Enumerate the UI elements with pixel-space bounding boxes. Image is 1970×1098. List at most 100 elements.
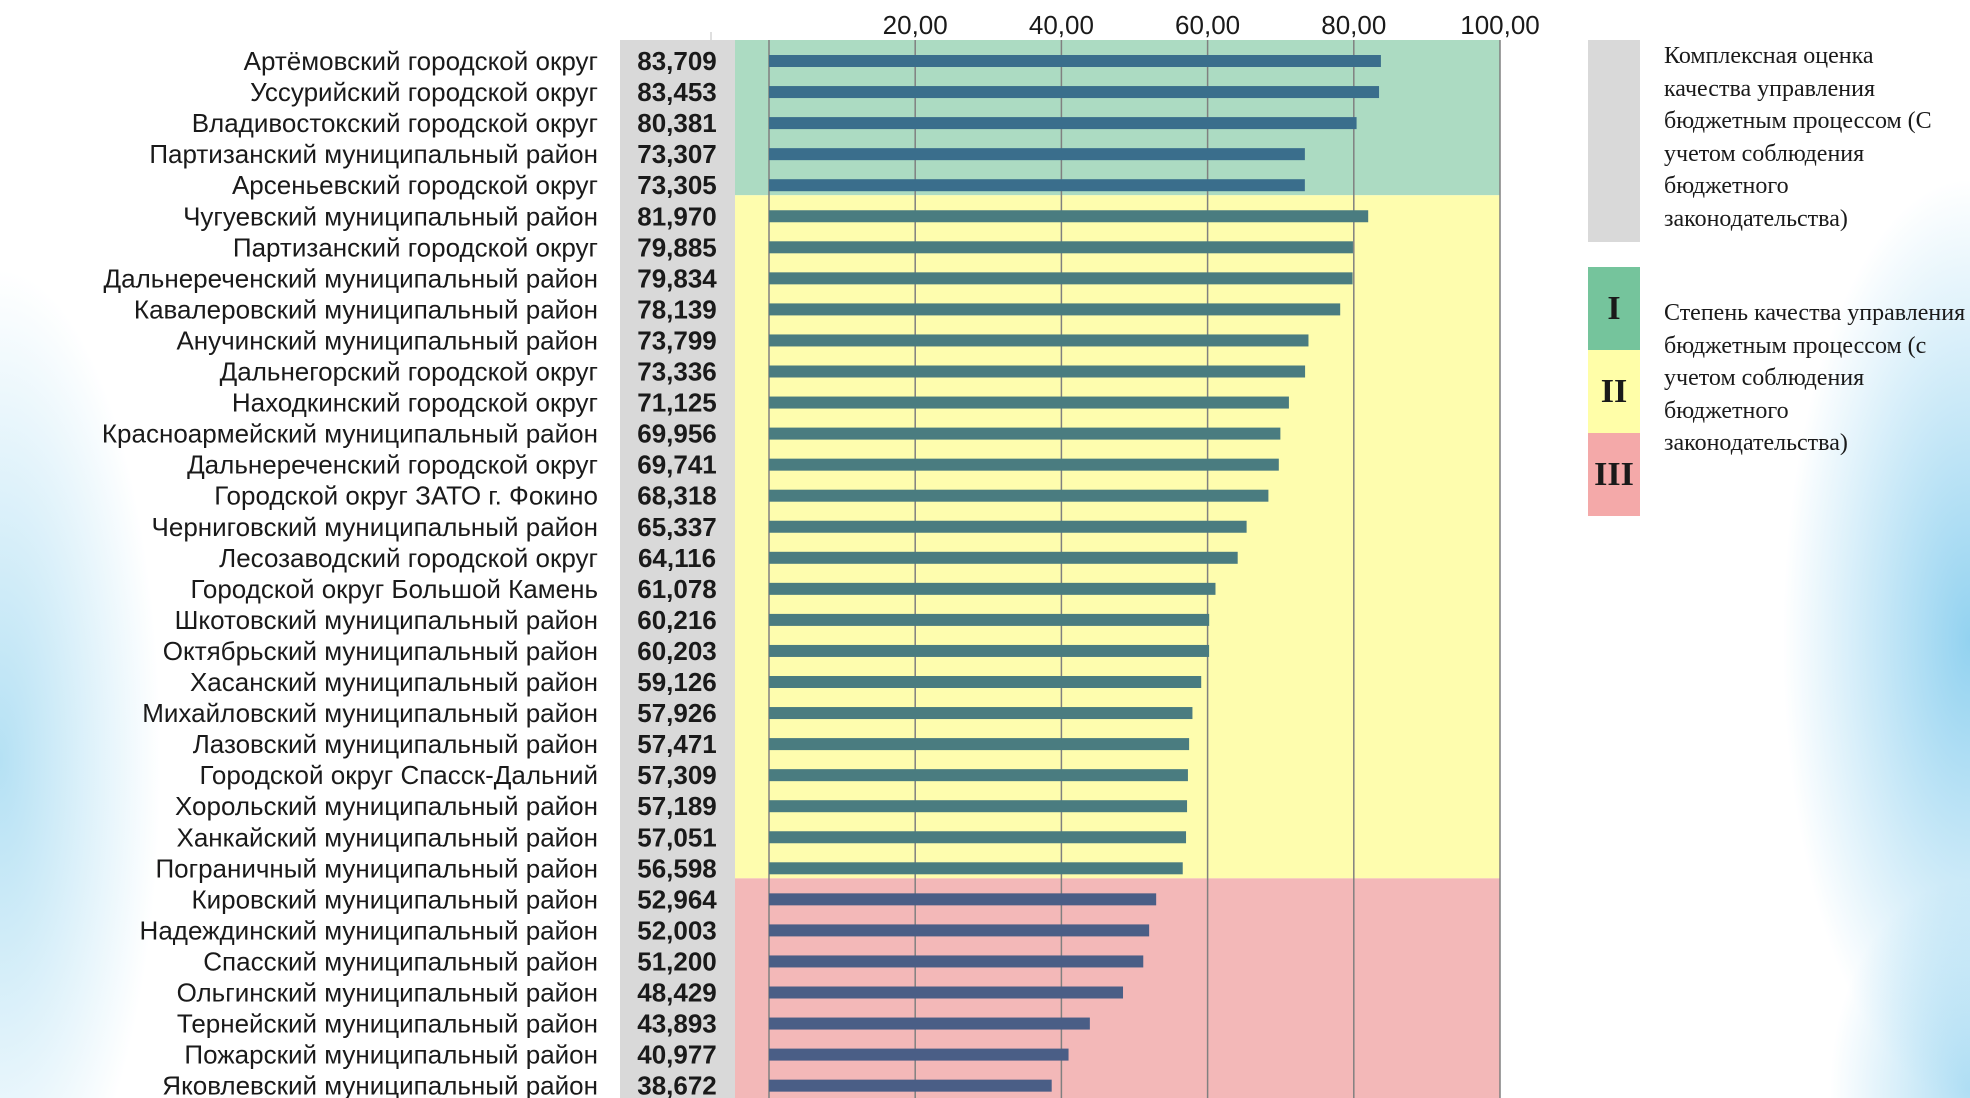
value-label: 43,893 — [637, 1009, 717, 1039]
bar — [769, 551, 1238, 564]
legend-zone-III-label: III — [1594, 455, 1634, 493]
value-label: 69,956 — [637, 419, 717, 449]
category-label: Находкинский городской округ — [232, 388, 598, 418]
category-label: Владивостокский городской округ — [192, 108, 598, 138]
value-label: 60,216 — [637, 605, 717, 635]
value-label: 56,598 — [637, 853, 717, 883]
category-label: Михайловский муниципальный район — [142, 698, 598, 728]
bar — [769, 955, 1144, 968]
category-label: Анучинский муниципальный район — [176, 325, 598, 355]
bar — [769, 738, 1190, 751]
category-label: Хасанский муниципальный район — [190, 667, 598, 697]
bar — [769, 862, 1183, 875]
value-label: 65,337 — [637, 512, 717, 542]
category-label: Кировский муниципальный район — [191, 884, 598, 914]
bar — [769, 179, 1305, 192]
category-label: Пожарский муниципальный район — [184, 1040, 598, 1070]
bar — [769, 427, 1281, 440]
value-label: 69,741 — [637, 450, 717, 480]
legend-zone-II-label: II — [1600, 372, 1628, 410]
category-label: Кавалеровский муниципальный район — [134, 294, 598, 324]
value-label: 61,078 — [637, 574, 717, 604]
value-label: 71,125 — [637, 388, 717, 418]
bar — [769, 1048, 1069, 1061]
bar — [769, 676, 1202, 688]
legend-zone-III: III — [1588, 433, 1640, 516]
value-label: 38,672 — [637, 1071, 717, 1098]
value-label: 79,834 — [637, 263, 717, 293]
value-label: 73,305 — [637, 170, 717, 200]
bar — [769, 241, 1353, 254]
value-label: 51,200 — [637, 946, 717, 976]
value-label: 73,307 — [637, 139, 717, 169]
bar — [769, 210, 1369, 223]
x-tick-label: 80,00 — [1321, 10, 1386, 40]
category-label: Уссурийский городской округ — [250, 77, 598, 107]
bar — [769, 148, 1305, 161]
bar — [769, 272, 1353, 285]
bar — [769, 1017, 1090, 1030]
category-label: Красноармейский муниципальный район — [102, 419, 598, 449]
category-label: Городской округ Большой Камень — [191, 574, 598, 604]
x-tick-label: 60,00 — [1175, 10, 1240, 40]
value-label: 57,051 — [637, 822, 717, 852]
bar — [769, 520, 1247, 533]
value-column-bg — [620, 40, 735, 1098]
value-label: 52,964 — [637, 884, 717, 914]
category-label: Лазовский муниципальный район — [193, 729, 598, 759]
value-label: 83,453 — [637, 77, 717, 107]
category-label: Городской округ Спасск-Дальний — [200, 760, 598, 790]
value-label: 68,318 — [637, 481, 717, 511]
legend-zone-II: II — [1588, 350, 1640, 433]
category-label: Пограничный муниципальный район — [155, 853, 598, 883]
value-label: 57,189 — [637, 791, 717, 821]
category-label: Дальнереченский муниципальный район — [104, 263, 598, 293]
bar — [769, 458, 1279, 471]
category-label: Дальнегорский городской округ — [220, 357, 598, 387]
bar — [769, 893, 1157, 906]
category-label: Чугуевский муниципальный район — [183, 201, 598, 231]
value-label: 57,309 — [637, 760, 717, 790]
value-label: 83,709 — [637, 46, 717, 76]
value-label: 48,429 — [637, 978, 717, 1008]
legend-assessment-text: Комплексная оценка качества управления б… — [1664, 43, 1932, 232]
category-label: Ольгинский муниципальный район — [177, 978, 598, 1008]
value-label: 60,203 — [637, 636, 717, 666]
category-label: Партизанский муниципальный район — [149, 139, 598, 169]
legend-degree-text: Степень качества управления бюджетным пр… — [1664, 300, 1966, 456]
bar — [769, 86, 1380, 99]
category-label: Городской округ ЗАТО г. Фокино — [214, 481, 598, 511]
category-label: Партизанский городской округ — [233, 232, 598, 262]
value-label: 78,139 — [637, 294, 717, 324]
category-label: Дальнереченский городской округ — [187, 450, 598, 480]
category-label: Яковлевский муниципальный район — [162, 1071, 598, 1098]
value-label: 73,336 — [637, 357, 717, 387]
category-label: Надеждинский муниципальный район — [140, 915, 598, 945]
value-label: 64,116 — [638, 543, 716, 573]
bar — [769, 334, 1309, 347]
x-tick-label: 40,00 — [1029, 10, 1094, 40]
bar — [769, 117, 1357, 130]
bar — [769, 986, 1124, 999]
bar — [769, 489, 1269, 502]
category-label: Лесозаводский городской округ — [219, 543, 598, 573]
value-label: 57,926 — [637, 698, 717, 728]
legend-zone-I: I — [1588, 267, 1640, 350]
bar — [769, 396, 1289, 409]
value-label: 52,003 — [637, 915, 717, 945]
category-label: Хорольский муниципальный район — [175, 791, 598, 821]
bar — [769, 582, 1216, 595]
bar — [769, 1079, 1052, 1092]
legend-assessment-swatch — [1588, 40, 1640, 242]
category-label: Спасский муниципальный район — [203, 946, 598, 976]
bar — [769, 924, 1150, 937]
value-label: 80,381 — [637, 108, 717, 138]
x-tick-label: 100,00 — [1460, 10, 1540, 40]
category-label: Арсеньевский городской округ — [232, 170, 598, 200]
x-tick-label: 20,00 — [883, 10, 948, 40]
value-label: 57,471 — [637, 729, 717, 759]
category-label: Ханкайский муниципальный район — [176, 822, 598, 852]
category-label: Черниговский муниципальный район — [152, 512, 598, 542]
value-label: 73,799 — [637, 325, 717, 355]
